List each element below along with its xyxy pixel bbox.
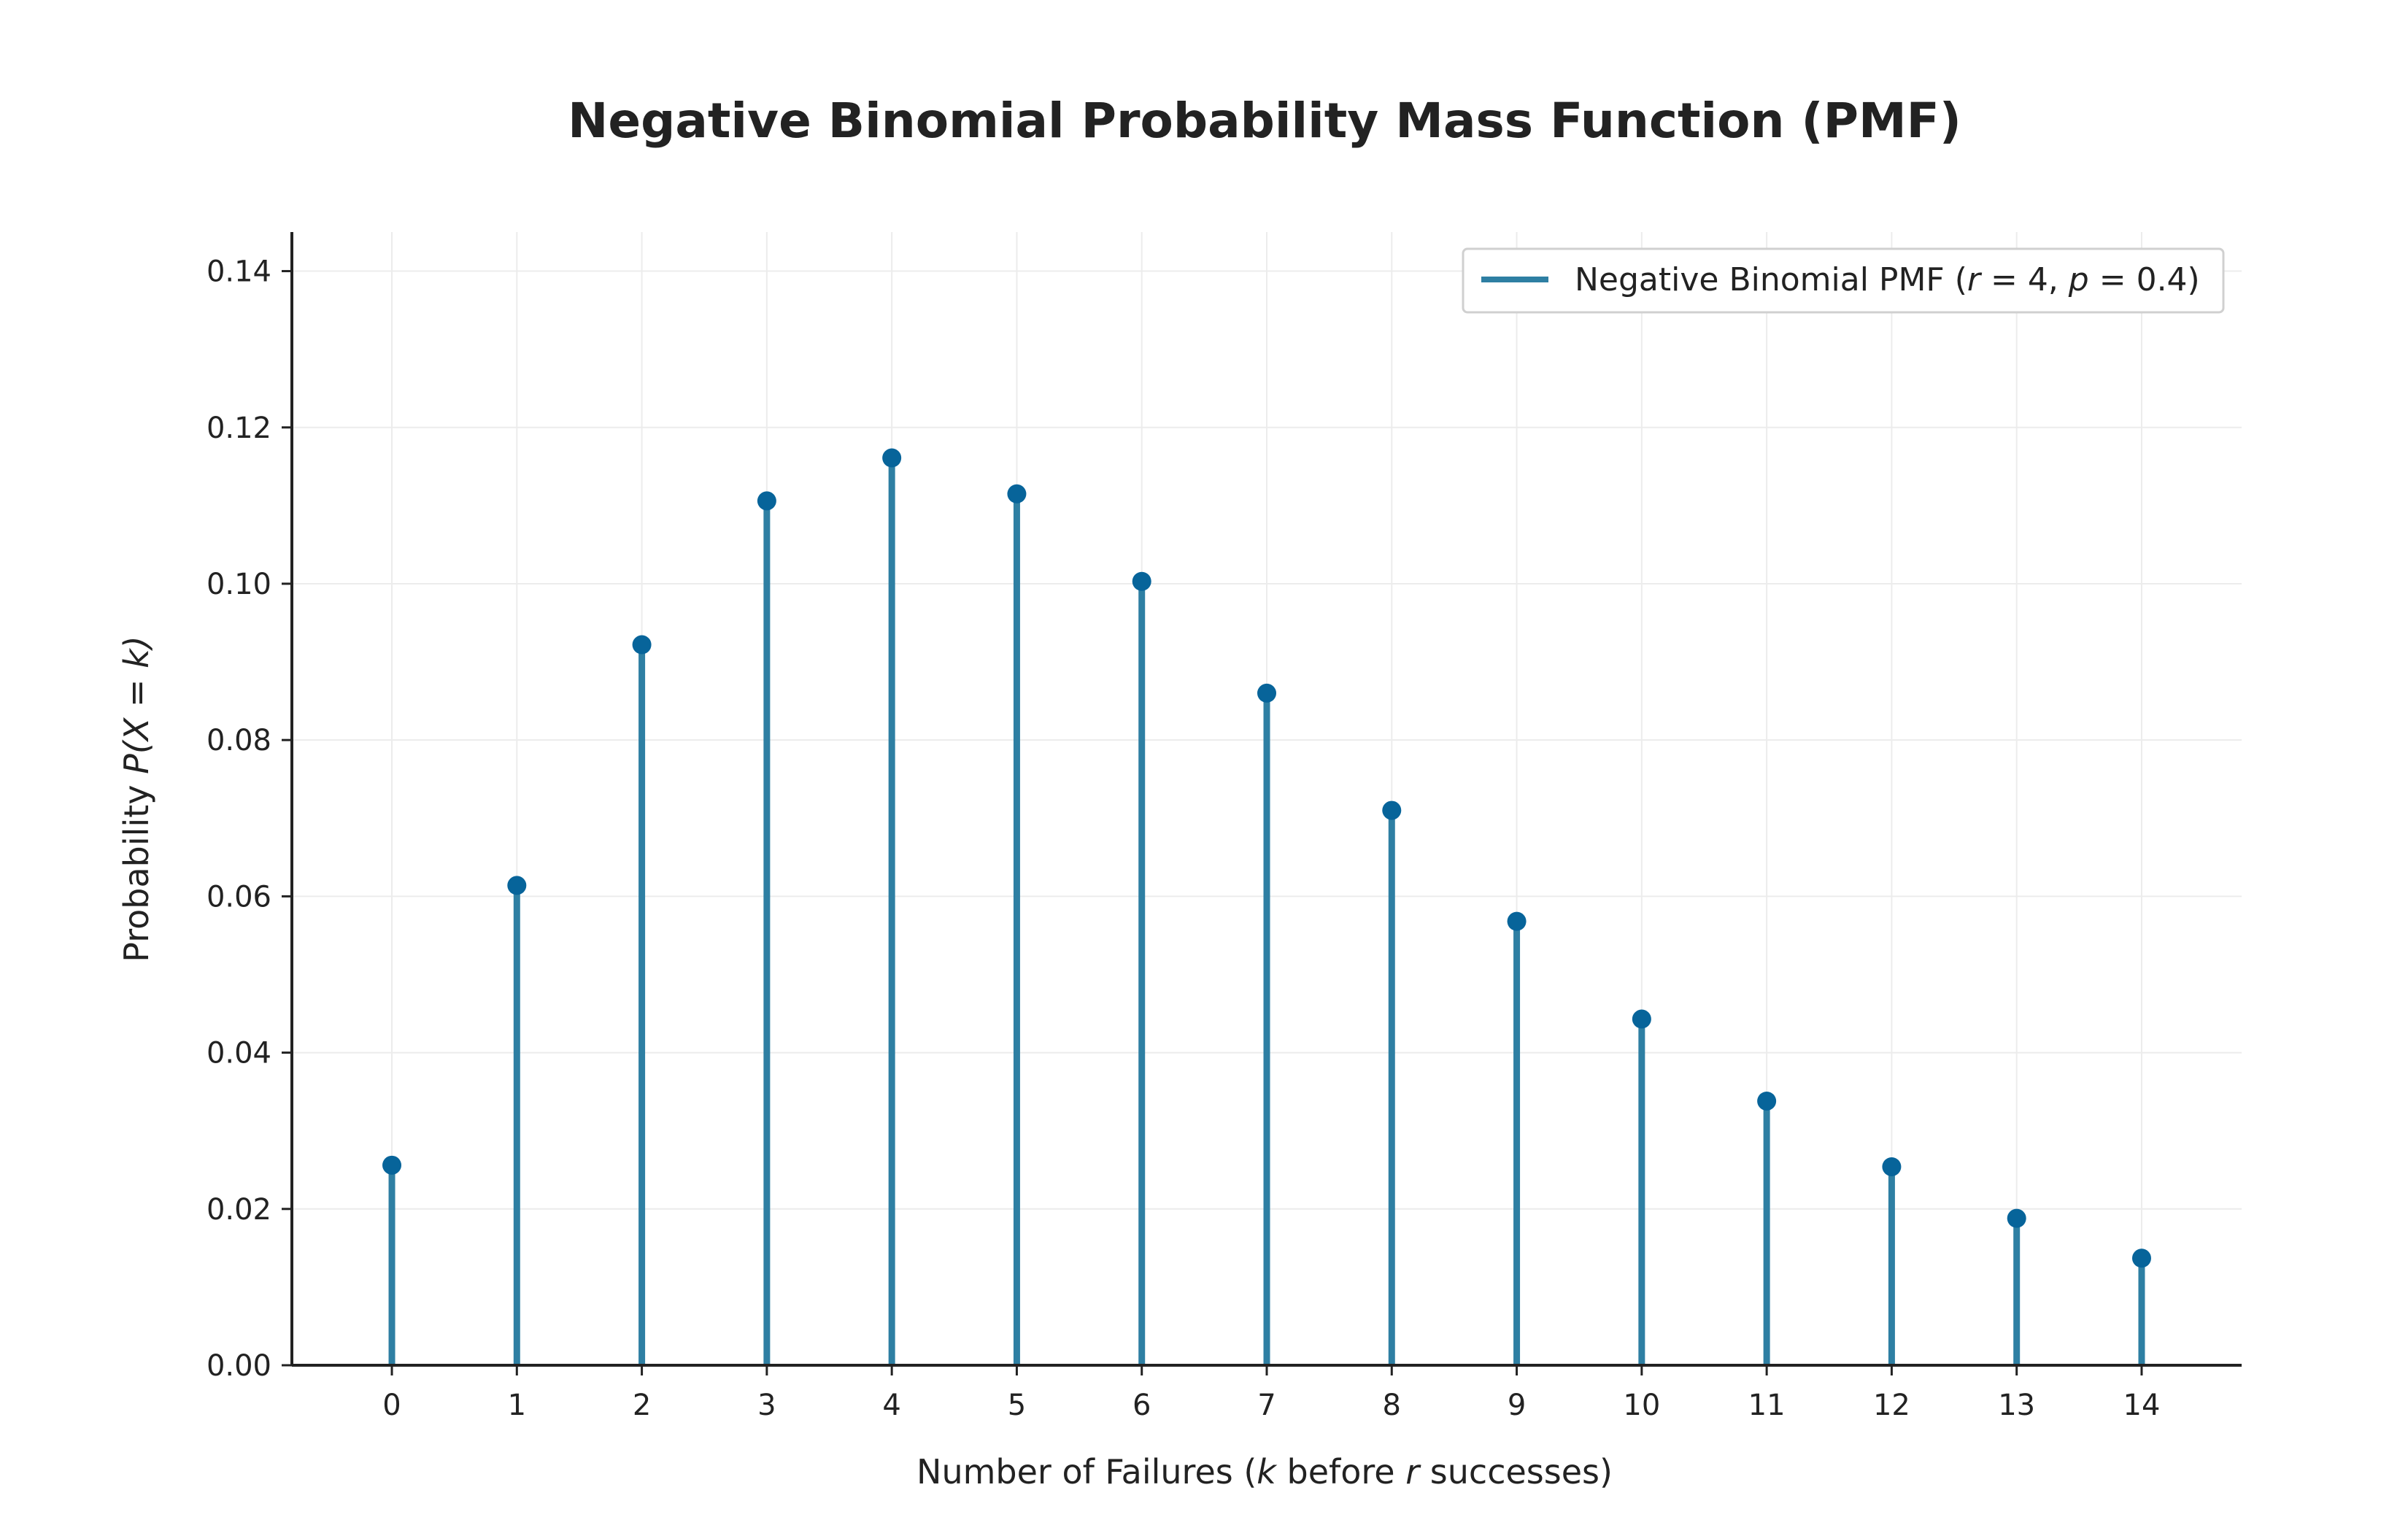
x-tick-label: 2 — [633, 1389, 651, 1422]
stem-marker — [882, 448, 902, 468]
x-tick-label: 13 — [1998, 1389, 2035, 1422]
y-tick-label: 0.00 — [207, 1349, 271, 1383]
x-tick-label: 10 — [1623, 1389, 1660, 1422]
stem-marker — [1007, 484, 1027, 503]
stem-marker — [1257, 683, 1276, 703]
x-tick-label: 5 — [1008, 1389, 1026, 1422]
stem-marker — [2007, 1208, 2026, 1228]
x-tick-label: 7 — [1257, 1389, 1276, 1422]
stem-marker — [757, 491, 776, 511]
y-tick-label: 0.08 — [207, 724, 271, 757]
stem-marker — [1507, 911, 1527, 931]
y-ticks: 0.00 0.02 0.04 0.06 0.08 0.10 0.12 0.14 — [207, 255, 292, 1383]
y-tick-label: 0.02 — [207, 1193, 271, 1227]
stem-marker — [1632, 1009, 1651, 1029]
markers — [382, 448, 2151, 1268]
x-tick-label: 11 — [1748, 1389, 1786, 1422]
y-tick-label: 0.06 — [207, 880, 271, 914]
stem-marker — [382, 1155, 402, 1175]
y-tick-label: 0.04 — [207, 1037, 271, 1070]
y-tick-label: 0.12 — [207, 412, 271, 445]
x-tick-label: 6 — [1132, 1389, 1151, 1422]
stem-marker — [1757, 1091, 1777, 1111]
legend-label: Negative Binomial PMF (r = 4, p = 0.4) — [1575, 261, 2200, 298]
x-tick-label: 1 — [508, 1389, 526, 1422]
y-tick-label: 0.14 — [207, 255, 271, 289]
stems — [388, 458, 2145, 1365]
stem-marker — [1882, 1157, 1902, 1176]
legend-box — [1462, 247, 2225, 314]
x-tick-label: 9 — [1508, 1389, 1526, 1422]
stem-marker — [2131, 1249, 2151, 1268]
x-ticks: 0 1 2 3 4 5 6 7 8 9 10 11 12 13 14 — [382, 1365, 2160, 1422]
stem-marker — [1132, 571, 1151, 591]
y-tick-label: 0.10 — [207, 568, 271, 601]
x-tick-label: 8 — [1383, 1389, 1401, 1422]
stem-marker — [632, 635, 652, 655]
x-tick-label: 14 — [2123, 1389, 2161, 1422]
stem-marker — [507, 876, 527, 895]
stem-marker — [1382, 800, 1402, 820]
chart-title: Negative Binomial Probability Mass Funct… — [568, 93, 1961, 149]
x-axis-label: Number of Failures (k before r successes… — [916, 1452, 1613, 1491]
legend: Negative Binomial PMF (r = 4, p = 0.4) — [1462, 247, 2225, 314]
x-tick-label: 12 — [1873, 1389, 1910, 1422]
y-axis-label: Probability P(X = k) — [117, 636, 156, 962]
x-tick-label: 3 — [757, 1389, 776, 1422]
x-tick-label: 0 — [382, 1389, 401, 1422]
x-tick-label: 4 — [882, 1389, 900, 1422]
